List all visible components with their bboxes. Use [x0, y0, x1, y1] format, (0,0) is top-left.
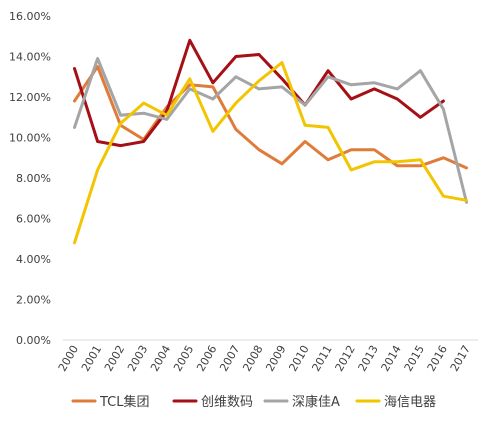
x-tick-label: 2000 [56, 343, 81, 374]
x-tick-label: 2006 [194, 343, 219, 374]
series-line-1 [73, 65, 468, 170]
x-tick-label: 2005 [171, 343, 196, 374]
y-tick-label: 12.00% [9, 91, 51, 104]
y-tick-label: 0.00% [16, 334, 51, 347]
y-tick-label: 10.00% [9, 132, 51, 145]
y-tick-label: 6.00% [16, 213, 51, 226]
x-tick-label: 2010 [286, 343, 311, 374]
x-tick-label: 2017 [448, 343, 473, 374]
x-tick-label: 2004 [148, 343, 173, 374]
legend-label: 海信电器 [384, 395, 436, 410]
x-tick-label: 2007 [217, 343, 242, 374]
x-tick-label: 2008 [240, 343, 265, 374]
series-lines [73, 38, 468, 245]
legend-label: TCL集团 [99, 394, 150, 410]
x-tick-label: 2012 [333, 343, 358, 374]
x-tick-label: 2011 [309, 343, 334, 374]
x-tick-label: 2001 [79, 343, 104, 374]
y-tick-label: 4.00% [16, 253, 51, 266]
y-axis: 0.00% 2.00% 4.00% 6.00% 8.00% 10.00% 12.00% 14.… [9, 10, 478, 347]
x-tick-label: 2013 [356, 343, 381, 374]
series-line-4 [73, 61, 468, 245]
x-tick-label: 2014 [379, 343, 404, 374]
x-tick-label: 2002 [102, 343, 127, 374]
y-tick-label: 16.00% [9, 10, 51, 23]
legend-label: 创维数码 [201, 395, 253, 410]
x-tick-label: 2015 [402, 343, 427, 374]
legend-label: 深康佳A [292, 394, 340, 410]
x-tick-label: 2003 [125, 343, 150, 374]
y-tick-label: 14.00% [9, 51, 51, 64]
x-tick-label: 2009 [263, 343, 288, 374]
x-axis: 2000200120022003200420052006200720082009… [56, 343, 473, 374]
y-tick-label: 2.00% [16, 294, 51, 307]
y-tick-label: 8.00% [16, 172, 51, 185]
series-line-3 [73, 57, 468, 204]
x-tick-label: 2016 [425, 343, 450, 374]
series-line-2 [73, 38, 445, 148]
legend: TCL集团 创维数码 深康佳A 海信电器 [71, 394, 436, 410]
